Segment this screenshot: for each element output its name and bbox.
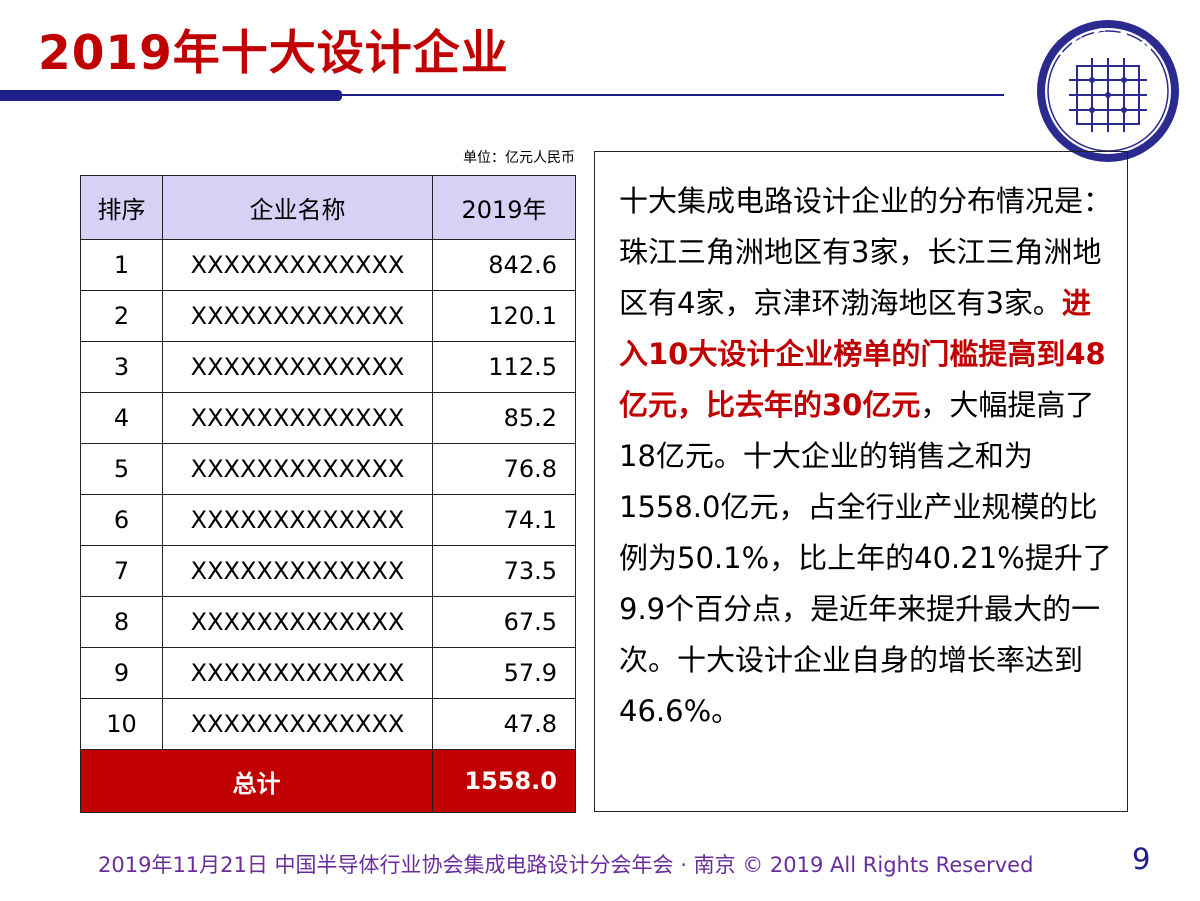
table-row: 2 XXXXXXXXXXXXX 120.1 (80, 290, 576, 342)
page-number: 9 (1132, 842, 1151, 876)
table-row: 4 XXXXXXXXXXXXX 85.2 (80, 392, 576, 444)
cell-company: XXXXXXXXXXXXX (162, 290, 433, 342)
table-row: 1 XXXXXXXXXXXXX 842.6 (80, 239, 576, 291)
cell-rank: 7 (80, 545, 163, 597)
table-header-row: 排序 企业名称 2019年 (80, 175, 576, 240)
cell-rank: 4 (80, 392, 163, 444)
cell-rank: 8 (80, 596, 163, 648)
header-rank: 排序 (80, 175, 163, 240)
cell-value: 73.5 (432, 545, 576, 597)
cell-rank: 3 (80, 341, 163, 393)
table-row: 3 XXXXXXXXXXXXX 112.5 (80, 341, 576, 393)
cell-company: XXXXXXXXXXXXX (162, 647, 433, 699)
table-row: 10 XXXXXXXXXXXXX 47.8 (80, 698, 576, 750)
cell-company: XXXXXXXXXXXXX (162, 239, 433, 291)
title-underline-thick (0, 90, 342, 101)
cell-value: 76.8 (432, 443, 576, 495)
total-value: 1558.0 (432, 749, 576, 813)
page-title: 2019年十大设计企业 (38, 26, 509, 81)
cell-value: 85.2 (432, 392, 576, 444)
cell-rank: 9 (80, 647, 163, 699)
summary-text-part1: 十大集成电路设计企业的分布情况是：珠江三角洲地区有3家，长江三角洲地区有4家，京… (619, 184, 1113, 320)
cell-value: 120.1 (432, 290, 576, 342)
header-year: 2019年 (432, 175, 576, 240)
cell-rank: 1 (80, 239, 163, 291)
iccad-logo: ICCAD 中国半导体行业协会集成电路设计分会 (1037, 20, 1179, 162)
cell-value: 67.5 (432, 596, 576, 648)
cell-value: 57.9 (432, 647, 576, 699)
header-company: 企业名称 (162, 175, 433, 240)
cell-value: 842.6 (432, 239, 576, 291)
summary-textbox: 十大集成电路设计企业的分布情况是：珠江三角洲地区有3家，长江三角洲地区有4家，京… (594, 151, 1128, 812)
table-row: 5 XXXXXXXXXXXXX 76.8 (80, 443, 576, 495)
summary-text-part2: ，大幅提高了18亿元。十大企业的销售之和为1558.0亿元，占全行业产业规模的比… (619, 388, 1112, 728)
title-underline-thin (342, 94, 1004, 96)
cell-value: 74.1 (432, 494, 576, 546)
table-row: 7 XXXXXXXXXXXXX 73.5 (80, 545, 576, 597)
total-label: 总计 (80, 749, 433, 813)
cell-company: XXXXXXXXXXXXX (162, 392, 433, 444)
cell-company: XXXXXXXXXXXXX (162, 698, 433, 750)
summary-highlight: 进入10大设计企业榜单的门槛提高到48亿元，比去年的30亿元 (619, 286, 1106, 422)
cell-value: 112.5 (432, 341, 576, 393)
cell-rank: 5 (80, 443, 163, 495)
top10-table: 排序 企业名称 2019年 1 XXXXXXXXXXXXX 842.6 2 XXXXX… (80, 175, 576, 813)
cell-company: XXXXXXXXXXXXX (162, 545, 433, 597)
cell-company: XXXXXXXXXXXXX (162, 494, 433, 546)
cell-rank: 10 (80, 698, 163, 750)
table-row: 8 XXXXXXXXXXXXX 67.5 (80, 596, 576, 648)
cell-rank: 2 (80, 290, 163, 342)
total-row: 总计 1558.0 (80, 749, 576, 813)
table-row: 6 XXXXXXXXXXXXX 74.1 (80, 494, 576, 546)
unit-label: 单位：亿元人民币 (463, 150, 575, 166)
footer-text: 2019年11月21日 中国半导体行业协会集成电路设计分会年会 · 南京 © 2… (98, 853, 1034, 877)
cell-company: XXXXXXXXXXXXX (162, 443, 433, 495)
cell-value: 47.8 (432, 698, 576, 750)
cell-rank: 6 (80, 494, 163, 546)
cell-company: XXXXXXXXXXXXX (162, 596, 433, 648)
cell-company: XXXXXXXXXXXXX (162, 341, 433, 393)
table-row: 9 XXXXXXXXXXXXX 57.9 (80, 647, 576, 699)
